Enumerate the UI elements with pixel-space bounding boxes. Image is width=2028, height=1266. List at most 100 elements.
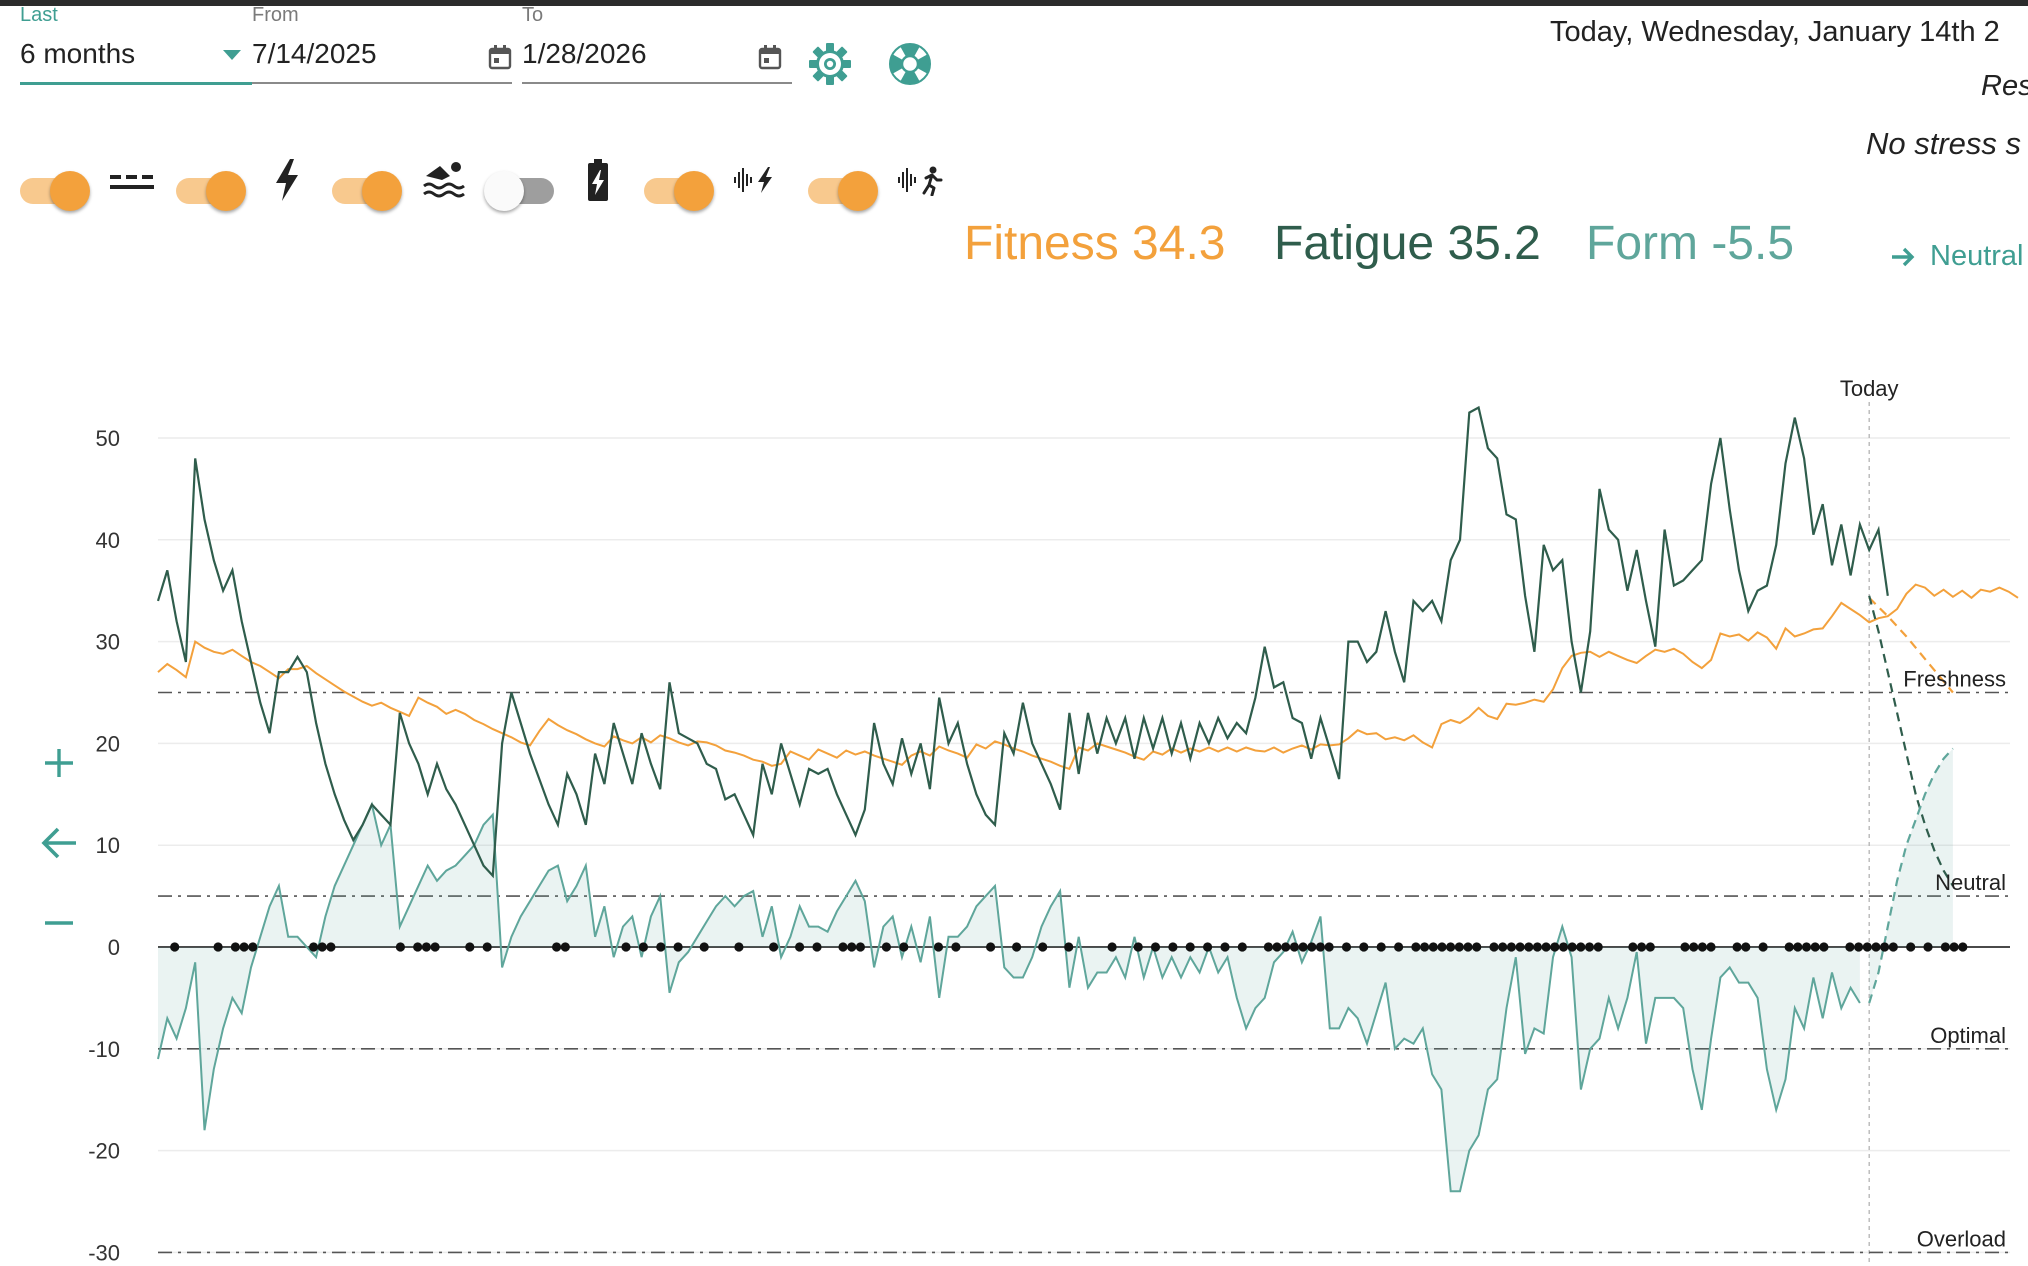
hr-power-toggle[interactable] (640, 164, 714, 211)
session-dot (430, 942, 440, 952)
range-underline (20, 82, 252, 85)
session-dot (1949, 942, 1959, 952)
to-date-input: 1/28/2026 (522, 38, 647, 69)
session-dot (309, 942, 319, 952)
session-dot (769, 942, 779, 952)
from-calendar-icon[interactable] (488, 44, 512, 70)
settings-gear-icon[interactable] (808, 42, 852, 86)
session-dot (838, 942, 848, 952)
session-dot (1532, 942, 1542, 952)
from-date-input: 7/14/2025 (252, 38, 377, 69)
session-dot (326, 942, 336, 952)
session-dot (395, 942, 405, 952)
session-dot (1428, 942, 1438, 952)
session-dot (1515, 942, 1525, 952)
session-dot (1680, 942, 1690, 952)
session-dot (734, 942, 744, 952)
session-dot (1706, 942, 1716, 952)
zone-label: Freshness (1903, 667, 2006, 692)
battery-toggle[interactable] (484, 164, 558, 211)
y-tick-label: -30 (88, 1240, 120, 1265)
session-dot (1923, 942, 1933, 952)
session-dot (170, 942, 180, 952)
session-dot (933, 942, 944, 952)
session-dot (1411, 942, 1421, 952)
hr-run-toggle[interactable] (804, 164, 878, 211)
session-dot (465, 942, 475, 952)
range-select[interactable]: Last 6 months (20, 0, 252, 90)
session-dot (673, 942, 683, 952)
session-dot (638, 942, 649, 952)
to-calendar-icon[interactable] (758, 44, 782, 70)
y-tick-label: 0 (108, 935, 120, 960)
session-dot (1593, 942, 1603, 952)
from-date-field[interactable]: From 7/14/2025 (252, 0, 512, 90)
help-lifebuoy-icon[interactable] (888, 42, 932, 86)
pan-back-arrow-icon[interactable] (40, 826, 78, 860)
dashed-lines-icon (110, 175, 154, 189)
planned-toggle[interactable] (16, 164, 90, 211)
session-dot (482, 942, 492, 952)
zone-label: Neutral (1935, 870, 2006, 895)
session-dot (1376, 942, 1386, 952)
session-dot (1263, 942, 1273, 952)
form-status-label: Neutral (1930, 240, 2024, 272)
fatigue-projection-line (1868, 595, 1954, 887)
session-dot (795, 942, 805, 952)
session-dot (1784, 942, 1794, 952)
zoom-out-icon[interactable] (42, 906, 76, 940)
session-dot (855, 942, 866, 952)
session-dot (1880, 942, 1890, 952)
fitness-value: Fitness 34.3 (964, 217, 1226, 270)
session-dot (1940, 942, 1950, 952)
y-tick-label: 50 (96, 426, 120, 451)
session-dot (1628, 942, 1638, 952)
session-dot (317, 942, 327, 952)
session-dot (1524, 942, 1534, 952)
session-dot (1958, 942, 1968, 952)
session-dot (248, 942, 258, 952)
session-dot (1801, 942, 1812, 952)
rest-status-text: Res (1981, 70, 2028, 102)
y-tick-label: 20 (96, 731, 120, 756)
session-dot (1871, 942, 1881, 952)
session-dot (1454, 942, 1464, 952)
session-dot (986, 942, 996, 952)
session-dot (951, 942, 961, 952)
session-dot (1697, 942, 1707, 952)
session-dot (1567, 942, 1577, 952)
swim-toggle[interactable] (328, 164, 402, 211)
stress-status-text: No stress s (1866, 126, 2022, 161)
fatigue-value: Fatigue 35.2 (1274, 217, 1541, 270)
session-dot (1315, 942, 1325, 952)
power-toggle[interactable] (172, 164, 246, 211)
session-dot (1819, 942, 1829, 952)
zoom-in-icon[interactable] (42, 746, 76, 780)
today-date-text: Today, Wednesday, January 14th 2 (1550, 16, 2000, 48)
session-dot (1845, 942, 1855, 952)
y-tick-label: -20 (88, 1139, 120, 1164)
range-label: Last (20, 4, 58, 26)
session-dot (1307, 942, 1317, 952)
session-dot (1107, 942, 1117, 952)
to-date-field[interactable]: To 1/28/2026 (522, 0, 792, 90)
session-dot (1064, 942, 1074, 952)
session-dot (1862, 942, 1872, 952)
session-dot (1341, 942, 1352, 952)
fitness-projection-line (1868, 597, 1954, 694)
session-dot (1758, 942, 1768, 952)
session-dot (1906, 942, 1916, 952)
lightning-icon (276, 159, 298, 201)
session-dot (1150, 942, 1161, 952)
session-dot (1133, 942, 1143, 952)
session-dot (1324, 942, 1334, 952)
session-dot (1854, 942, 1864, 952)
session-dot (1793, 942, 1803, 952)
y-tick-label: 30 (96, 630, 120, 655)
session-dot (1289, 942, 1299, 952)
session-dot (621, 942, 631, 952)
session-dot (1472, 942, 1482, 952)
session-dot (1810, 942, 1820, 952)
session-dot (1506, 942, 1516, 952)
